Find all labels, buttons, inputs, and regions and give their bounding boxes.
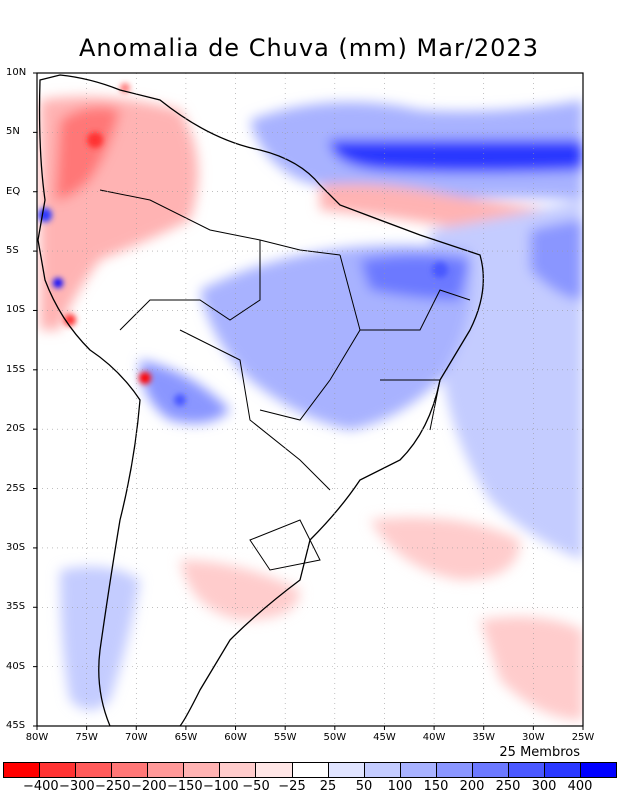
legend-label: −50: [242, 779, 270, 794]
legend-swatch: [507, 763, 544, 777]
lat-tick-label: 15S: [6, 363, 26, 375]
lon-tick-label: 65W: [174, 732, 198, 743]
members-label: 25 Membros: [499, 745, 580, 760]
lat-tick-label: 5N: [6, 126, 20, 138]
legend-swatch: [435, 763, 472, 777]
plot-frame: [36, 72, 584, 727]
legend-swatch: [580, 763, 617, 777]
legend-swatch: [4, 763, 40, 777]
legend-swatch: [147, 763, 184, 777]
lon-tick-label: 80W: [25, 732, 49, 743]
lon-tick-label: 70W: [124, 732, 148, 743]
anomaly-field: [37, 73, 583, 726]
lat-tick-label: 40S: [6, 660, 26, 672]
legend-swatch: [255, 763, 292, 777]
lon-tick-label: 40W: [422, 732, 446, 743]
legend-swatch: [291, 763, 328, 777]
legend-label: −400: [23, 779, 59, 794]
lat-tick-label: 10N: [6, 67, 27, 78]
lon-tick-label: 30W: [522, 732, 545, 743]
lon-tick-label: 55W: [273, 732, 297, 743]
lat-tick-label: 45S: [6, 720, 26, 731]
legend-swatch: [183, 763, 220, 777]
lat-tick-label: 10S: [6, 304, 26, 316]
legend-label: −250: [95, 779, 131, 794]
continent-outline: [37, 74, 484, 726]
color-legend: [3, 762, 617, 778]
map-title: Anomalia de Chuva (mm) Mar/2023: [79, 34, 539, 62]
lat-tick-label: 5S: [6, 245, 19, 257]
legend-swatch: [363, 763, 400, 777]
legend-label: 250: [495, 779, 521, 794]
lon-tick-label: 50W: [323, 732, 347, 743]
legend-swatch: [327, 763, 364, 777]
legend-swatch: [399, 763, 436, 777]
legend-swatch: [111, 763, 148, 777]
legend-swatch: [75, 763, 112, 777]
lat-tick-label: 20S: [6, 423, 26, 435]
lon-tick-label: 25W: [571, 732, 595, 743]
legend-swatch: [471, 763, 508, 777]
legend-label: 150: [423, 779, 449, 794]
legend-label: −25: [278, 779, 306, 794]
lon-tick-label: 45W: [373, 732, 396, 743]
legend-swatch: [39, 763, 76, 777]
legend-label: −150: [167, 779, 203, 794]
lon-tick-label: 75W: [75, 732, 98, 743]
legend-swatch: [219, 763, 256, 777]
legend-label: 100: [387, 779, 413, 794]
lat-tick-label: EQ: [6, 185, 21, 197]
legend-label: 50: [355, 779, 373, 794]
legend-swatch: [543, 763, 580, 777]
lat-tick-label: 30S: [6, 541, 26, 553]
lon-tick-label: 60W: [224, 732, 247, 743]
legend-label: −300: [59, 779, 95, 794]
lon-tick-label: 35W: [472, 732, 496, 743]
legend-label: 25: [319, 779, 337, 794]
legend-label: 300: [531, 779, 557, 794]
legend-label: 400: [567, 779, 593, 794]
legend-label: 200: [459, 779, 485, 794]
lat-tick-label: 25S: [6, 482, 26, 494]
legend-label: −200: [131, 779, 167, 794]
tick-marks: [33, 72, 584, 730]
lat-tick-label: 35S: [6, 601, 26, 613]
legend-label: −100: [203, 779, 239, 794]
graticule: [37, 73, 583, 726]
